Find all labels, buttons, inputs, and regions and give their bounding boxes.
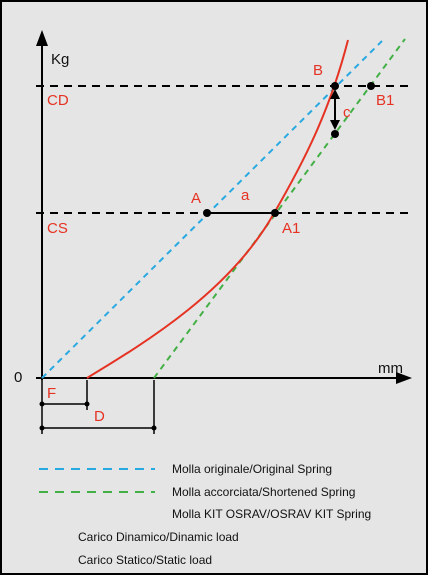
offset-f-end-left <box>39 401 45 407</box>
point-b-dot <box>331 82 339 90</box>
offset-d-label: D <box>94 408 105 425</box>
offset-d-end-right <box>151 425 157 431</box>
gap-c-arrow-up-icon <box>330 89 340 99</box>
legend-original-label: Molla originale/Original Spring <box>172 462 332 476</box>
point-b1-label: B1 <box>376 92 394 109</box>
point-b-label: B <box>313 62 323 79</box>
offset-f-label: F <box>47 385 56 402</box>
original-spring-line <box>41 40 383 379</box>
point-a-label: A <box>191 190 201 207</box>
legend-shortened-label: Molla accorciata/Shortened Spring <box>172 485 355 499</box>
point-a-dot <box>203 209 211 217</box>
static-level-label: CS <box>47 220 68 237</box>
point-b1-dot <box>367 82 375 90</box>
dynamic-level-label: CD <box>47 92 69 109</box>
point-a1-label: A1 <box>282 220 300 237</box>
legend-dynamic-label: Carico Dinamico/Dinamic load <box>78 530 239 544</box>
x-axis-arrow-icon <box>396 372 412 384</box>
gap-a-label: a <box>241 187 250 204</box>
shortened-spring-line <box>153 38 406 379</box>
y-axis-label: Kg <box>51 51 69 68</box>
legend-osrav-label: Molla KIT OSRAV/OSRAV KIT Spring <box>172 507 371 521</box>
origin-label: 0 <box>14 369 22 386</box>
offset-f-end-right <box>84 401 90 407</box>
point-a1-dot <box>271 209 279 217</box>
point-c-dot <box>331 130 339 138</box>
x-axis-label: mm <box>378 360 403 377</box>
y-axis-arrow-icon <box>36 30 48 46</box>
legend-static-label: Carico Statico/Static load <box>78 553 212 567</box>
gap-c-arrow-down-icon <box>330 120 340 130</box>
offset-d-end-left <box>39 425 45 431</box>
osrav-spring-curve <box>86 39 349 379</box>
gap-c-label: c <box>343 104 351 121</box>
